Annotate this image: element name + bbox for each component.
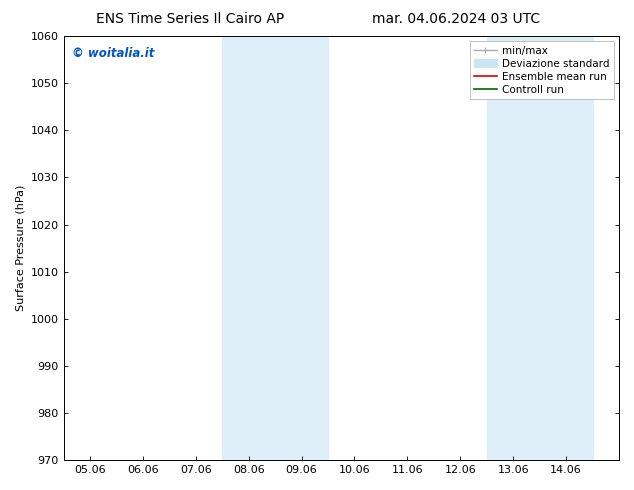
Bar [223, 36, 275, 460]
Y-axis label: Surface Pressure (hPa): Surface Pressure (hPa) [15, 185, 25, 311]
Text: mar. 04.06.2024 03 UTC: mar. 04.06.2024 03 UTC [372, 12, 541, 26]
Text: ENS Time Series Il Cairo AP: ENS Time Series Il Cairo AP [96, 12, 284, 26]
Bar [487, 36, 540, 460]
Bar [275, 36, 328, 460]
Text: © woitalia.it: © woitalia.it [72, 47, 154, 60]
Bar [540, 36, 593, 460]
Legend: min/max, Deviazione standard, Ensemble mean run, Controll run: min/max, Deviazione standard, Ensemble m… [470, 41, 614, 99]
